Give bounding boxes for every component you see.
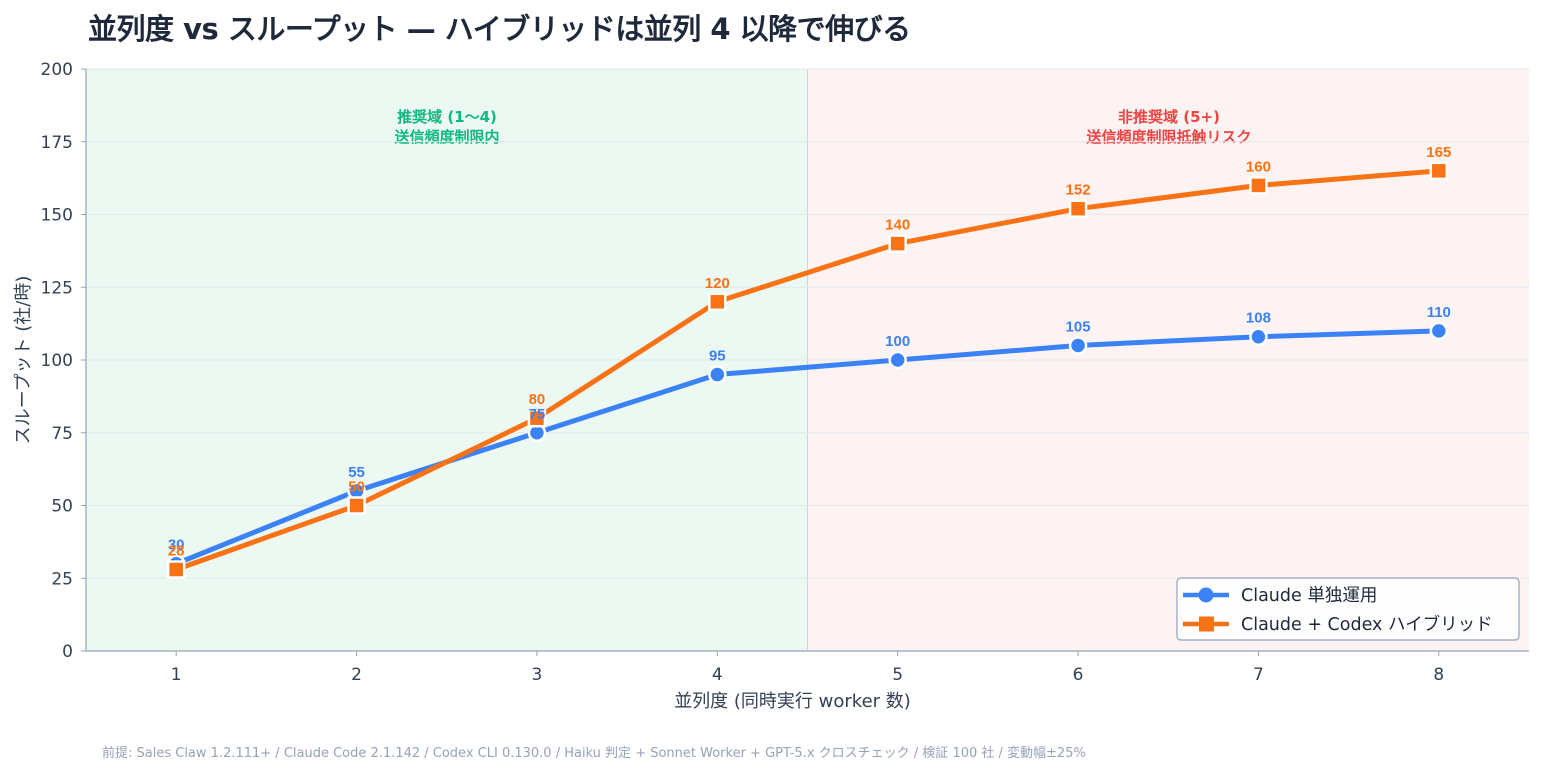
data-label: 75 [529, 406, 546, 423]
region-label-line2: 送信頻度制限抵触リスク [1085, 128, 1251, 146]
x-tick-label: 7 [1253, 665, 1264, 685]
data-label: 160 [1246, 158, 1271, 175]
y-tick-label: 200 [41, 60, 73, 80]
y-tick-label: 150 [41, 206, 73, 226]
legend-layer: Claude 単独運用 Claude + Codex ハイブリッド [1176, 577, 1520, 641]
data-point-square [347, 496, 366, 515]
data-point-circle [708, 365, 727, 384]
data-label: 165 [1426, 144, 1451, 161]
region-label-line1: 非推奨域 (5+) [1118, 108, 1220, 126]
y-tick-label: 100 [41, 351, 73, 371]
data-label: 108 [1246, 310, 1271, 327]
data-point-square [1068, 199, 1088, 218]
legend-marker-square [1199, 616, 1214, 632]
legend-entry-label: Claude 単独運用 [1241, 586, 1377, 606]
data-point-square [1429, 161, 1449, 181]
data-point-square [708, 292, 727, 312]
data-label: 100 [885, 333, 910, 350]
data-point-circle [888, 350, 907, 370]
series-line-1 [173, 328, 1442, 567]
y-tick-label: 25 [51, 569, 73, 589]
y-tick-label: 0 [62, 642, 73, 662]
data-label: 80 [529, 391, 546, 408]
x-tick-label: 6 [1073, 665, 1084, 685]
y-tick-label: 125 [41, 278, 73, 298]
data-point-circle [1249, 327, 1268, 346]
axes-layer: 0 25 50 75 100 125 150 175 200 1 2 3 4 5 6 7 8 並列度 (同時実行 … [13, 60, 1529, 712]
legend-marker-circle [1198, 587, 1214, 603]
footnote: 前提: Sales Claw 1.2.111+ / Claude Code 2.… [102, 746, 1086, 761]
y-axis-title: スループット (社/時) [13, 276, 34, 445]
data-label: 95 [709, 348, 726, 365]
y-tick-label: 175 [41, 133, 73, 153]
labels-layer: 30 55 75 95 100 105 108 110 28 50 80 120 140 152 160 16… [168, 144, 1451, 560]
data-label: 55 [348, 464, 365, 481]
data-label: 152 [1066, 182, 1091, 199]
data-point-square [888, 234, 907, 253]
chart-title: 並列度 vs スループット — ハイブリッドは並列 4 以降で伸びる [88, 12, 911, 46]
x-tick-label: 5 [892, 665, 903, 685]
x-axis-title: 並列度 (同時実行 worker 数) [674, 691, 911, 712]
x-tick-label: 3 [532, 665, 543, 685]
data-point-square [527, 408, 547, 428]
x-tick-label: 4 [712, 665, 723, 685]
region-label-line2: 送信頻度制限内 [393, 128, 499, 146]
region-label-line1: 推奨域 (1〜4) [397, 108, 497, 126]
data-label: 120 [705, 275, 730, 292]
y-tick-label: 50 [51, 497, 73, 517]
data-point-square [1249, 176, 1268, 195]
data-label: 105 [1066, 318, 1091, 335]
y-tick-label: 75 [51, 424, 73, 444]
x-tick-label: 2 [351, 665, 362, 685]
data-label: 50 [348, 479, 365, 496]
data-label: 30 [168, 537, 185, 554]
data-label: 140 [885, 217, 910, 234]
data-point-square [166, 560, 186, 579]
legend-box [1176, 577, 1520, 641]
data-label: 110 [1427, 304, 1451, 321]
x-tick-label: 8 [1433, 665, 1444, 685]
data-point-circle [1429, 321, 1449, 341]
x-tick-label: 1 [171, 665, 182, 685]
legend-entry-label: Claude + Codex ハイブリッド [1241, 614, 1493, 635]
series-line-2 [173, 168, 1442, 573]
data-point-circle [1068, 336, 1088, 355]
data-label: 28 [168, 543, 185, 560]
series-layer [166, 161, 1449, 579]
